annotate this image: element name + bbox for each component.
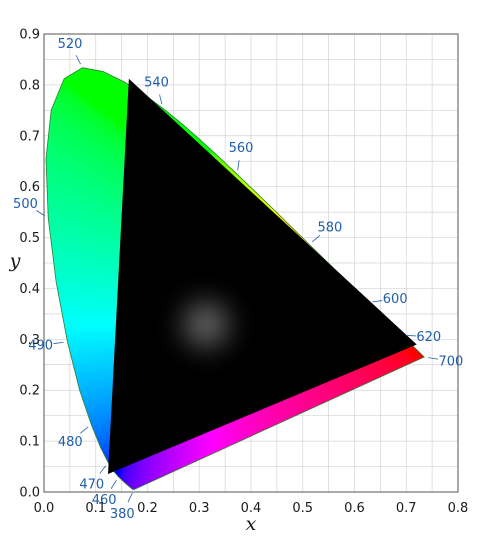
y-tick-label: 0.7 [19,129,40,144]
x-tick-label: 0.8 [448,501,469,516]
y-tick-label: 0.9 [19,28,40,43]
wavelength-tick [127,492,133,503]
wavelength-tick [159,94,163,105]
y-tick-labels: 0.0 0.1 0.2 0.3 0.4 0.5 0.6 0.7 0.8 0.9 [19,28,40,501]
wavelength-tick [237,160,240,171]
wavelength-tick [372,300,383,303]
x-axis-title: x [246,513,257,535]
wavelength-label: 580 [317,220,342,235]
x-tick-labels: 0.0 0.1 0.2 0.3 0.4 0.5 0.6 0.7 0.8 [34,501,469,516]
wavelength-label: 560 [229,141,254,156]
wavelength-tick [405,334,416,337]
wavelength-label: 490 [28,339,53,354]
y-tick-label: 0.3 [19,333,40,348]
x-tick-label: 0.2 [137,501,158,516]
wavelength-label: 500 [13,197,38,212]
wavelength-tick [36,210,46,217]
wavelength-label: 380 [110,507,135,522]
x-tick-label: 0.3 [189,501,210,516]
y-tick-label: 0.5 [19,231,40,246]
wavelength-label: 700 [438,355,463,370]
x-tick-label: 0.0 [34,501,55,516]
wavelength-label: 520 [58,37,83,52]
x-tick-label: 0.1 [85,501,106,516]
y-tick-label: 0.6 [19,180,40,195]
wavelength-label: 540 [144,75,169,90]
wavelength-label: 600 [383,292,408,307]
wavelength-label: 480 [58,435,83,450]
x-tick-label: 0.4 [241,501,262,516]
white-point-glow [171,290,240,359]
wavelength-label: 470 [79,477,104,492]
gamut-triangle-group [108,78,417,474]
y-tick-label: 0.2 [19,384,40,399]
y-axis-title: y [9,250,21,272]
x-tick-label: 0.5 [292,501,313,516]
wavelength-label: 460 [92,493,117,508]
y-tick-label: 0.1 [19,435,40,450]
y-tick-label: 0.8 [19,78,40,93]
y-tick-label: 0.4 [19,282,40,297]
plot-frame [43,33,459,493]
wavelength-tick [80,426,89,434]
wavelength-tick [312,235,321,243]
wavelength-tick [75,55,81,65]
wavelength-tick [99,465,107,474]
y-tick-label: 0.0 [19,486,40,501]
wavelength-tick [110,480,117,489]
x-tick-label: 0.7 [396,501,417,516]
wavelength-tick [53,341,64,344]
x-tick-label: 0.6 [344,501,365,516]
wavelength-label: 620 [416,330,441,345]
wavelength-tick [428,357,439,360]
gamut-triangle [108,78,417,474]
